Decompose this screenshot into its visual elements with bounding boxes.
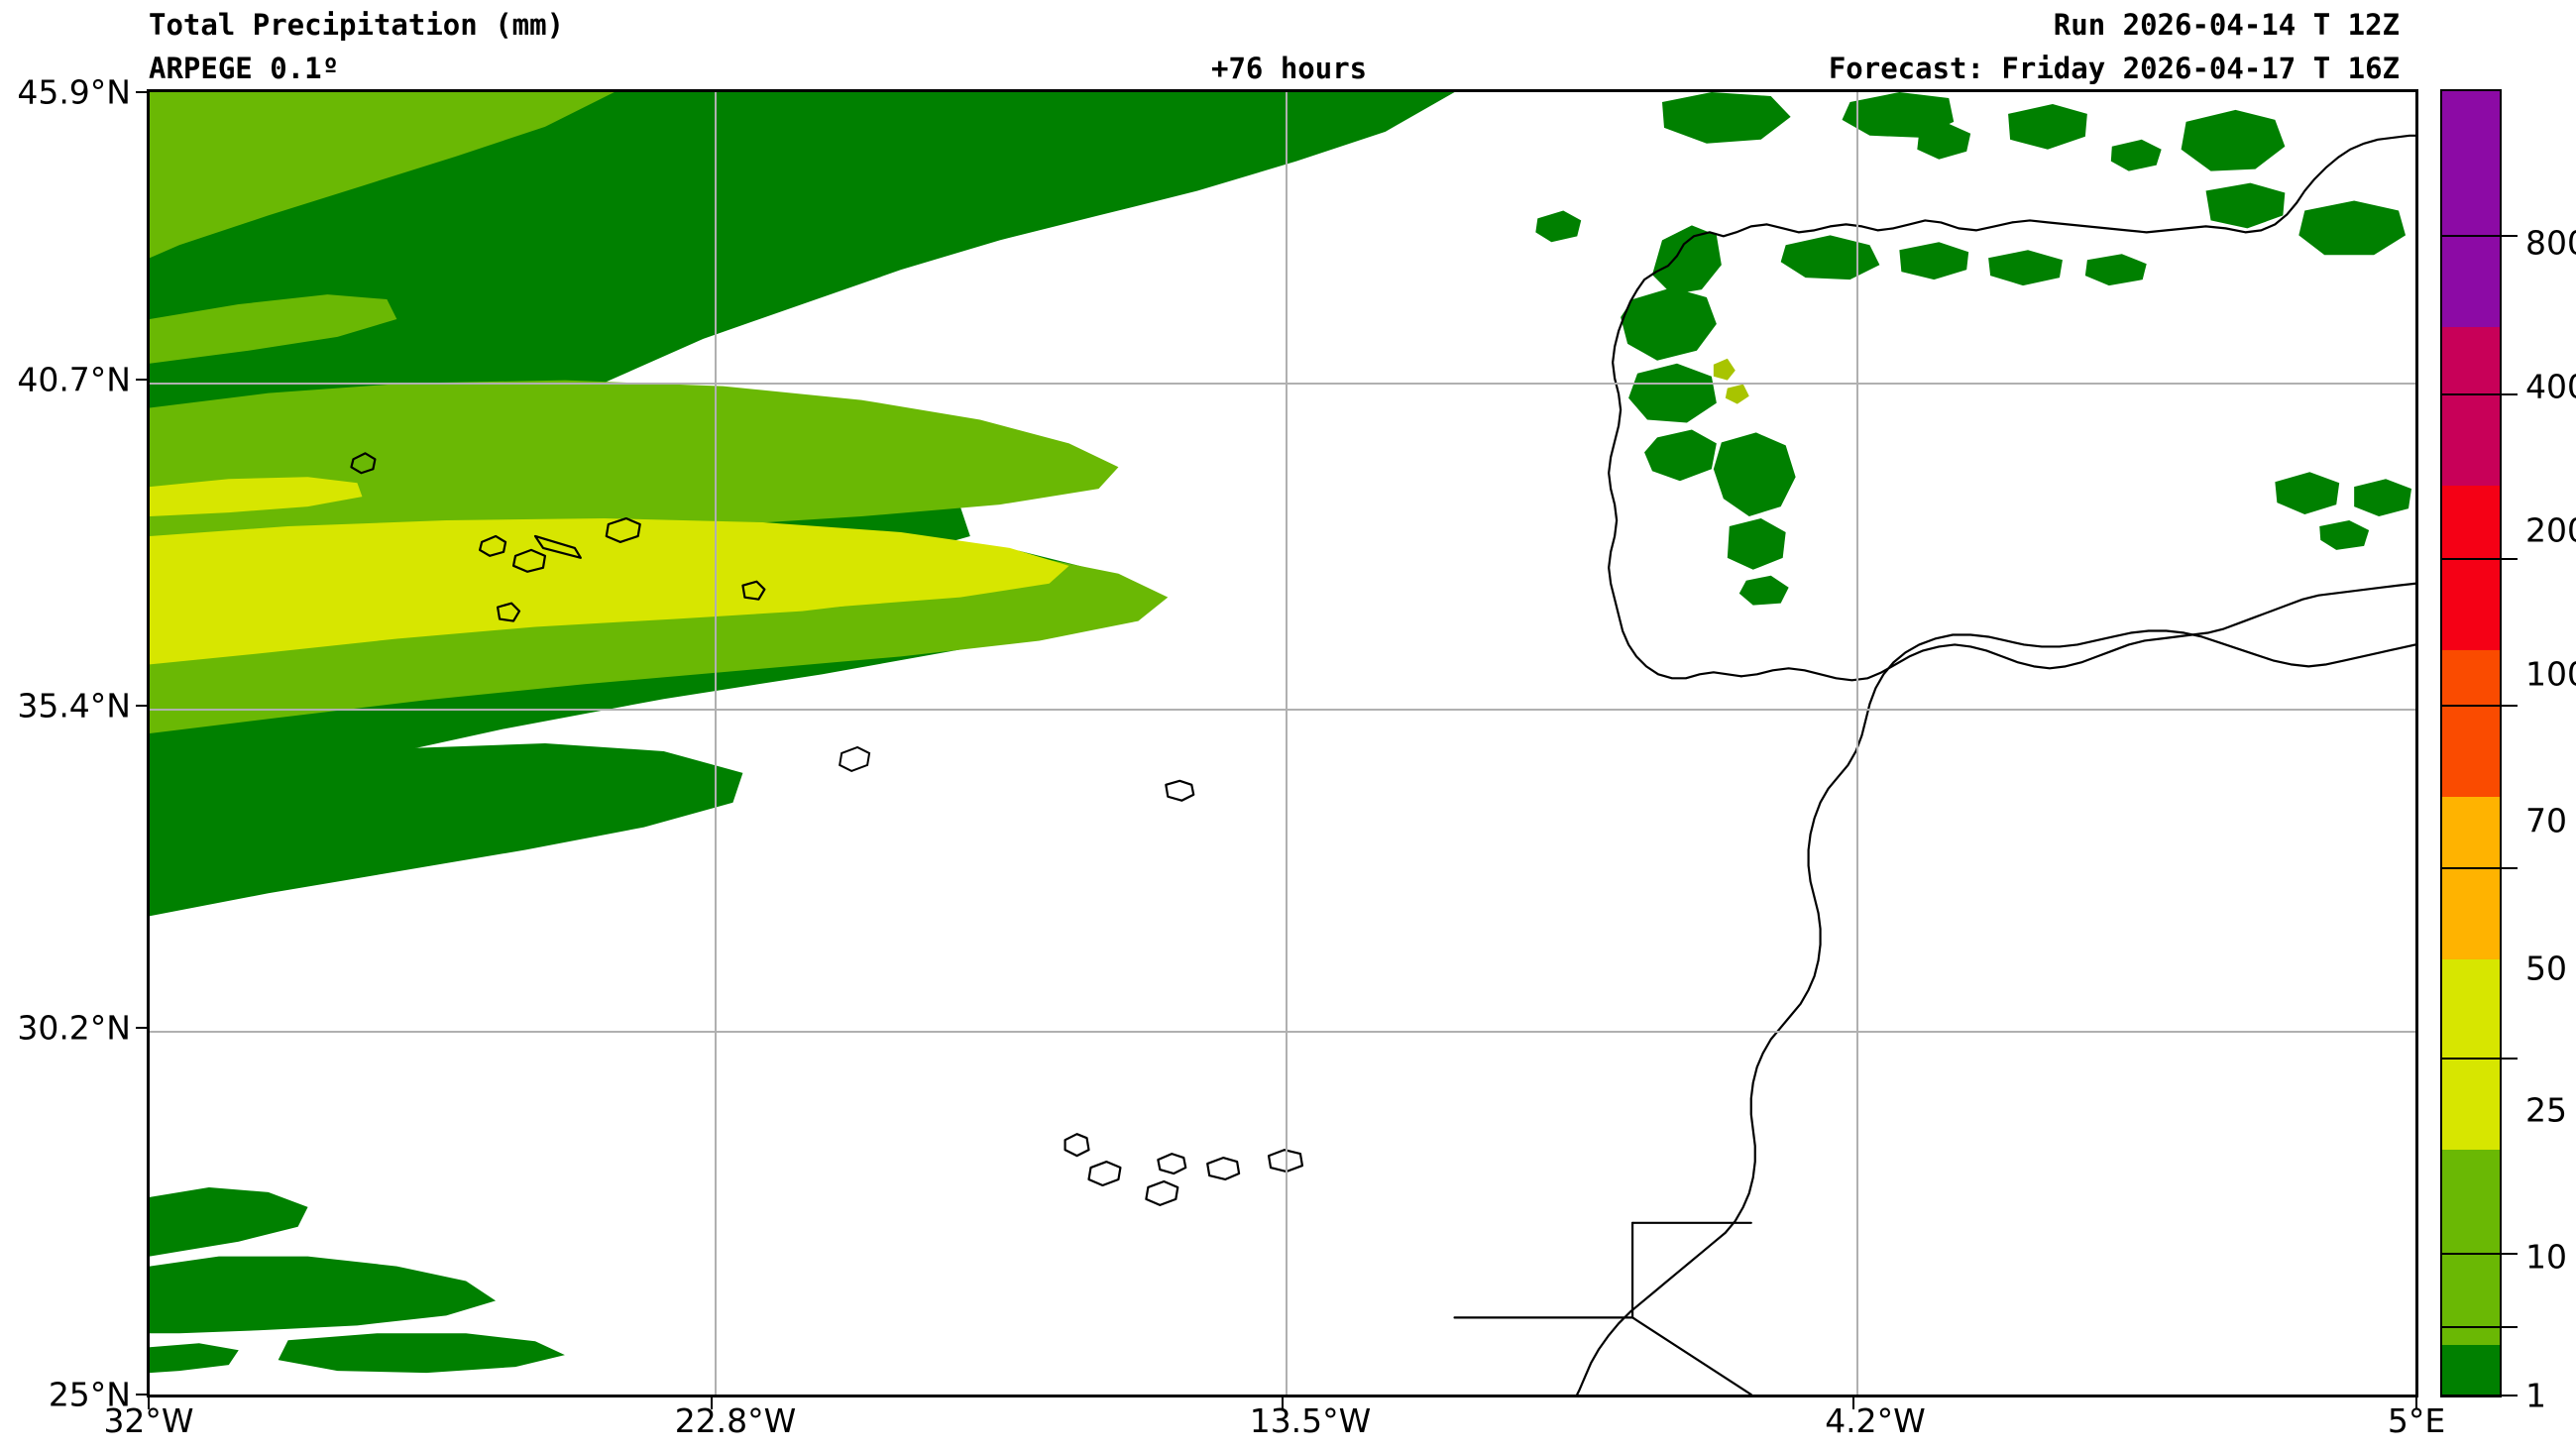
colorbar-band-100-200 — [2442, 486, 2500, 650]
colorbar-band-70-100 — [2442, 650, 2500, 797]
xtick-mark — [1282, 1397, 1284, 1409]
ytick-label-40-7: 40.7°N — [17, 360, 131, 399]
xtick-mark — [711, 1397, 713, 1409]
ytick-label-25: 25°N — [48, 1375, 131, 1414]
precipitation-field — [150, 92, 1455, 1374]
gridline-lon-4-2 — [1856, 92, 1858, 1395]
colorbar-label-800: 800 — [2525, 223, 2576, 263]
xtick-label-4-2w: 4.2°W — [1825, 1401, 1926, 1440]
colorbar[interactable] — [2440, 89, 2502, 1397]
run-info-label: Run 2026-04-14 T 12Z — [2053, 8, 2400, 42]
gridline-lat-35-4 — [150, 709, 2415, 711]
colorbar-label-10: 10 — [2525, 1237, 2567, 1277]
ytick-label-30-2: 30.2°N — [17, 1008, 131, 1048]
lead-time-label: +76 hours — [1211, 52, 1368, 85]
colorbar-band-10-25 — [2442, 1150, 2500, 1345]
map-plot-area[interactable] — [147, 89, 2418, 1397]
gridline-lon-22-8 — [715, 92, 717, 1395]
colorbar-tick-400 — [2440, 393, 2518, 395]
colorbar-label-70: 70 — [2525, 801, 2567, 840]
xtick-label-22-8w: 22.8°W — [674, 1401, 797, 1440]
coastlines — [350, 134, 2415, 1395]
colorbar-label-1: 1 — [2525, 1376, 2546, 1415]
colorbar-band-1-10 — [2442, 1345, 2500, 1396]
precip-band-1-10 — [150, 1343, 239, 1374]
precip-band-1-10 — [150, 92, 1455, 615]
colorbar-band-200-400 — [2442, 327, 2500, 486]
xtick-mark — [148, 1397, 150, 1409]
precip-band-25-50 — [150, 477, 363, 517]
ytick-mark — [136, 1394, 148, 1396]
colorbar-tick-25 — [2440, 1253, 2518, 1255]
precip-band-10-25 — [150, 92, 615, 259]
colorbar-label-25: 25 — [2525, 1090, 2567, 1130]
map-canvas — [150, 92, 2415, 1395]
colorbar-band-50-70 — [2442, 797, 2500, 959]
colorbar-label-100: 100 — [2525, 654, 2576, 694]
gridline-lat-30-2 — [150, 1031, 2415, 1033]
colorbar-label-400: 400 — [2525, 367, 2576, 406]
precip-band-1-10 — [150, 1186, 308, 1257]
island-outlines — [839, 745, 871, 772]
colorbar-tick-800 — [2440, 235, 2518, 237]
colorbar-tick-100 — [2440, 705, 2518, 707]
colorbar-band-400-800 — [2442, 91, 2500, 327]
ytick-mark — [136, 1027, 148, 1029]
precip-land-patch-yellow — [1713, 358, 1749, 404]
gridline-lon-13-5 — [1286, 92, 1288, 1395]
colorbar-band-25-50 — [2442, 959, 2500, 1150]
ytick-label-45-9: 45.9°N — [17, 72, 131, 112]
ytick-mark — [136, 91, 148, 93]
xtick-mark — [1852, 1397, 1854, 1409]
model-label: ARPEGE 0.1º — [149, 52, 340, 85]
precipitation-land-patches — [1535, 92, 2412, 606]
xtick-label-32w: 32°W — [103, 1401, 194, 1440]
colorbar-tick-10 — [2440, 1326, 2518, 1328]
ytick-mark — [136, 705, 148, 707]
colorbar-tick-1 — [2440, 1395, 2518, 1396]
page-title: Total Precipitation (mm) — [149, 8, 565, 42]
xtick-label-5e: 5°E — [2387, 1401, 2446, 1440]
forecast-info-label: Forecast: Friday 2026-04-17 T 16Z — [1828, 52, 2400, 85]
xtick-label-13-5w: 13.5°W — [1249, 1401, 1372, 1440]
colorbar-label-50: 50 — [2525, 949, 2567, 988]
ytick-mark — [136, 379, 148, 381]
xtick-mark — [2415, 1397, 2417, 1409]
gridline-lat-40-7 — [150, 383, 2415, 385]
precip-band-1-10 — [278, 1333, 565, 1374]
colorbar-label-200: 200 — [2525, 510, 2576, 550]
colorbar-tick-50 — [2440, 1058, 2518, 1060]
precip-band-25-50 — [150, 543, 931, 665]
precip-band-1-10 — [150, 743, 743, 917]
ytick-label-35-4: 35.4°N — [17, 686, 131, 726]
colorbar-tick-70 — [2440, 867, 2518, 869]
precip-band-1-10 — [150, 1256, 497, 1334]
colorbar-tick-200 — [2440, 558, 2518, 560]
precip-band-10-25 — [150, 294, 397, 364]
